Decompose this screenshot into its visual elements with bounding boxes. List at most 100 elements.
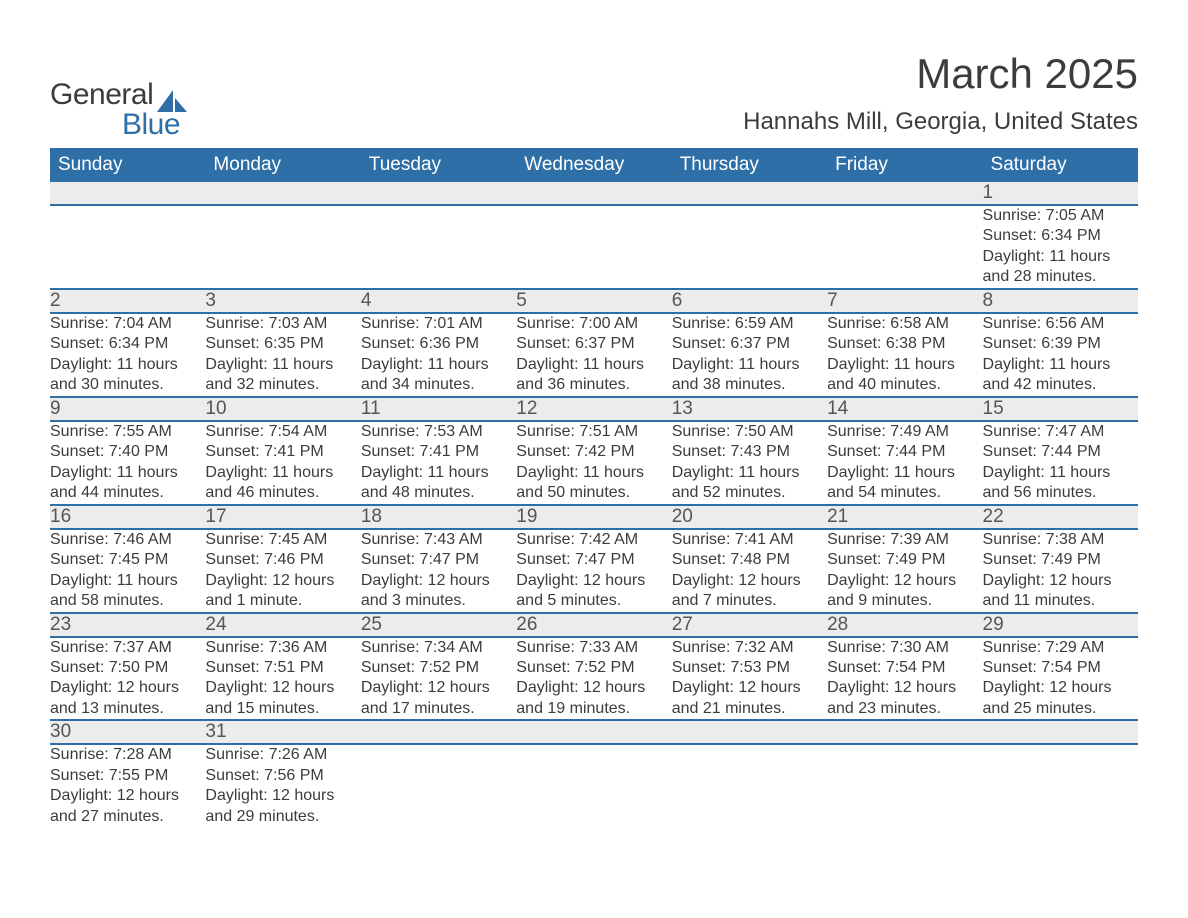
sunset-line: Sunset: 6:35 PM [205, 334, 360, 354]
daylight-line-1: Daylight: 12 hours [672, 571, 827, 591]
daylight-line-2: and 34 minutes. [361, 375, 516, 395]
sunrise-line: Sunrise: 7:05 AM [983, 206, 1138, 226]
sunset-line: Sunset: 7:50 PM [50, 658, 205, 678]
day-number-cell [983, 720, 1138, 744]
weekday-header-row: Sunday Monday Tuesday Wednesday Thursday… [50, 148, 1138, 182]
day-number-cell: 25 [361, 613, 516, 637]
daylight-line-2: and 30 minutes. [50, 375, 205, 395]
calendar-table: Sunday Monday Tuesday Wednesday Thursday… [50, 148, 1138, 827]
sunset-line: Sunset: 7:49 PM [983, 550, 1138, 570]
week-daynum-row: 23242526272829 [50, 613, 1138, 637]
daylight-line-2: and 3 minutes. [361, 591, 516, 611]
daylight-line-1: Daylight: 11 hours [205, 463, 360, 483]
day-number-cell: 11 [361, 397, 516, 421]
day-number-cell [516, 720, 671, 744]
day-detail-cell: Sunrise: 7:39 AMSunset: 7:49 PMDaylight:… [827, 529, 982, 613]
sunset-line: Sunset: 7:53 PM [672, 658, 827, 678]
day-number-cell [205, 182, 360, 205]
daylight-line-1: Daylight: 12 hours [516, 571, 671, 591]
sunset-line: Sunset: 6:34 PM [50, 334, 205, 354]
sunset-line: Sunset: 7:44 PM [983, 442, 1138, 462]
day-detail-cell: Sunrise: 7:00 AMSunset: 6:37 PMDaylight:… [516, 313, 671, 397]
daylight-line-1: Daylight: 12 hours [361, 678, 516, 698]
daylight-line-2: and 29 minutes. [205, 807, 360, 827]
sunrise-line: Sunrise: 7:30 AM [827, 638, 982, 658]
day-detail-cell: Sunrise: 7:29 AMSunset: 7:54 PMDaylight:… [983, 637, 1138, 721]
day-number-cell: 14 [827, 397, 982, 421]
day-detail-cell: Sunrise: 7:51 AMSunset: 7:42 PMDaylight:… [516, 421, 671, 505]
day-number-cell [361, 182, 516, 205]
daylight-line-1: Daylight: 11 hours [361, 355, 516, 375]
day-number-cell [361, 720, 516, 744]
daylight-line-1: Daylight: 11 hours [827, 355, 982, 375]
day-detail-cell: Sunrise: 7:54 AMSunset: 7:41 PMDaylight:… [205, 421, 360, 505]
sunset-line: Sunset: 6:36 PM [361, 334, 516, 354]
sunrise-line: Sunrise: 7:00 AM [516, 314, 671, 334]
day-number-cell: 6 [672, 289, 827, 313]
day-detail-cell: Sunrise: 7:30 AMSunset: 7:54 PMDaylight:… [827, 637, 982, 721]
weekday-header: Saturday [983, 148, 1138, 182]
day-number-cell: 15 [983, 397, 1138, 421]
sunset-line: Sunset: 6:37 PM [672, 334, 827, 354]
daylight-line-1: Daylight: 11 hours [983, 247, 1138, 267]
sunrise-line: Sunrise: 7:41 AM [672, 530, 827, 550]
day-number-cell: 16 [50, 505, 205, 529]
sunset-line: Sunset: 7:52 PM [361, 658, 516, 678]
week-daynum-row: 9101112131415 [50, 397, 1138, 421]
daylight-line-1: Daylight: 11 hours [50, 355, 205, 375]
day-number-cell: 2 [50, 289, 205, 313]
daylight-line-1: Daylight: 12 hours [983, 678, 1138, 698]
daylight-line-2: and 50 minutes. [516, 483, 671, 503]
day-number-cell: 28 [827, 613, 982, 637]
day-detail-cell: Sunrise: 7:33 AMSunset: 7:52 PMDaylight:… [516, 637, 671, 721]
day-number-cell: 29 [983, 613, 1138, 637]
sunrise-line: Sunrise: 7:03 AM [205, 314, 360, 334]
sunset-line: Sunset: 6:38 PM [827, 334, 982, 354]
sunset-line: Sunset: 7:42 PM [516, 442, 671, 462]
daylight-line-2: and 52 minutes. [672, 483, 827, 503]
day-number-cell: 3 [205, 289, 360, 313]
sunset-line: Sunset: 6:39 PM [983, 334, 1138, 354]
weekday-header: Tuesday [361, 148, 516, 182]
day-number-cell: 12 [516, 397, 671, 421]
sunrise-line: Sunrise: 7:37 AM [50, 638, 205, 658]
daylight-line-1: Daylight: 12 hours [205, 571, 360, 591]
brand-word-2: Blue [122, 108, 180, 142]
day-number-cell: 19 [516, 505, 671, 529]
weekday-header: Sunday [50, 148, 205, 182]
sunset-line: Sunset: 7:56 PM [205, 766, 360, 786]
day-detail-cell: Sunrise: 7:37 AMSunset: 7:50 PMDaylight:… [50, 637, 205, 721]
day-detail-cell: Sunrise: 6:58 AMSunset: 6:38 PMDaylight:… [827, 313, 982, 397]
sunrise-line: Sunrise: 7:33 AM [516, 638, 671, 658]
daylight-line-1: Daylight: 12 hours [516, 678, 671, 698]
daylight-line-2: and 23 minutes. [827, 699, 982, 719]
day-detail-cell: Sunrise: 7:53 AMSunset: 7:41 PMDaylight:… [361, 421, 516, 505]
sunset-line: Sunset: 7:43 PM [672, 442, 827, 462]
day-detail-cell: Sunrise: 7:01 AMSunset: 6:36 PMDaylight:… [361, 313, 516, 397]
day-detail-cell: Sunrise: 7:49 AMSunset: 7:44 PMDaylight:… [827, 421, 982, 505]
daylight-line-2: and 46 minutes. [205, 483, 360, 503]
daylight-line-2: and 28 minutes. [983, 267, 1138, 287]
day-number-cell: 10 [205, 397, 360, 421]
day-detail-cell: Sunrise: 6:59 AMSunset: 6:37 PMDaylight:… [672, 313, 827, 397]
weekday-header: Friday [827, 148, 982, 182]
day-number-cell: 27 [672, 613, 827, 637]
daylight-line-1: Daylight: 11 hours [516, 463, 671, 483]
day-detail-cell [827, 744, 982, 827]
daylight-line-1: Daylight: 11 hours [50, 571, 205, 591]
day-number-cell [516, 182, 671, 205]
week-detail-row: Sunrise: 7:37 AMSunset: 7:50 PM Daylight:… [50, 637, 1138, 721]
day-detail-cell [516, 205, 671, 289]
sunrise-line: Sunrise: 6:59 AM [672, 314, 827, 334]
sunrise-line: Sunrise: 7:39 AM [827, 530, 982, 550]
daylight-line-2: and 5 minutes. [516, 591, 671, 611]
sunrise-line: Sunrise: 7:04 AM [50, 314, 205, 334]
sunrise-line: Sunrise: 7:42 AM [516, 530, 671, 550]
day-detail-cell: Sunrise: 7:36 AMSunset: 7:51 PMDaylight:… [205, 637, 360, 721]
daylight-line-1: Daylight: 11 hours [827, 463, 982, 483]
daylight-line-1: Daylight: 11 hours [50, 463, 205, 483]
day-detail-cell: Sunrise: 7:41 AMSunset: 7:48 PMDaylight:… [672, 529, 827, 613]
daylight-line-1: Daylight: 11 hours [983, 463, 1138, 483]
weekday-header: Wednesday [516, 148, 671, 182]
day-number-cell: 8 [983, 289, 1138, 313]
